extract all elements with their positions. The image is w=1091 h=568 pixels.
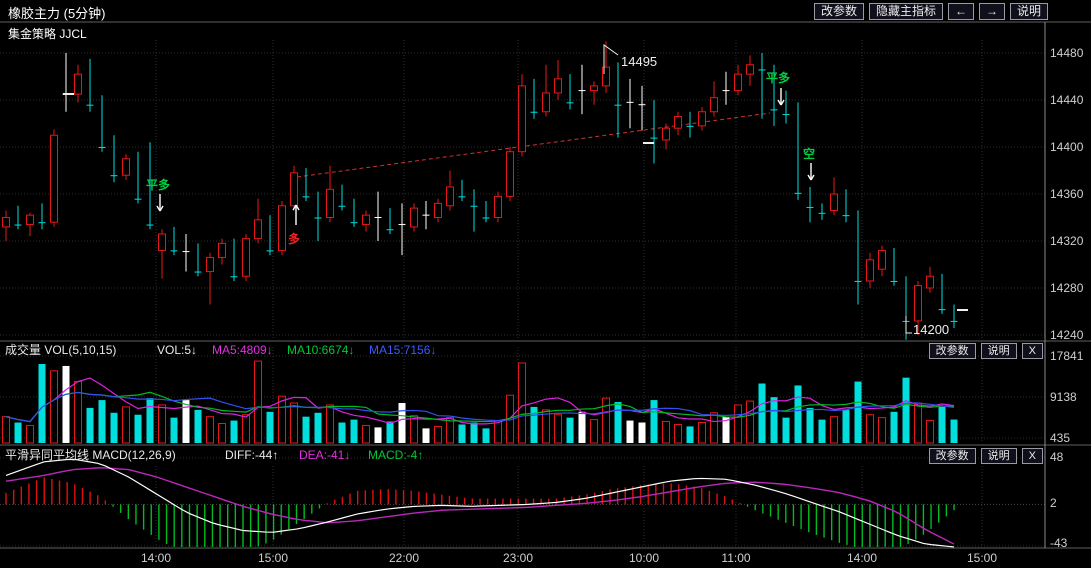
volume-panel-toolbar: 改参数 说明 X: [928, 343, 1043, 359]
price-axis-label: 14440: [1050, 93, 1084, 107]
time-axis-label: 15:00: [967, 551, 997, 565]
time-axis-label: 23:00: [503, 551, 533, 565]
volume-ma15-value: MA15:7156↓: [369, 343, 437, 357]
time-axis-label: 22:00: [389, 551, 419, 565]
page-title: 橡胶主力 (5分钟): [8, 6, 106, 21]
hide-main-indicator-button[interactable]: 隐藏主指标: [868, 3, 943, 20]
volume-ma10-value: MA10:6674↓: [287, 343, 355, 357]
volume-ma15-line: [5, 391, 955, 423]
macd-diff-line: [5, 458, 955, 548]
macd-panel-toolbar: 改参数 说明 X: [928, 448, 1043, 464]
macd-axis-label: 48: [1050, 450, 1064, 464]
macd-diff-value: DIFF:-44↑: [225, 448, 279, 462]
price-axis-label: 14320: [1050, 234, 1084, 248]
volume-axis-label: 17841: [1050, 349, 1084, 363]
price-axis-label: 14480: [1050, 46, 1084, 60]
macd-series: [5, 458, 955, 548]
prev-arrow-button[interactable]: ←: [947, 3, 974, 20]
macd-dea-line: [5, 467, 955, 545]
volume-close-button[interactable]: X: [1021, 343, 1043, 359]
price-axis-label: 14360: [1050, 187, 1084, 201]
price-marker-label: 14495: [621, 54, 657, 69]
macd-close-button[interactable]: X: [1021, 448, 1043, 464]
volume-indicator-label: 成交量 VOL(5,10,15): [5, 343, 117, 357]
price-pointer-line: [905, 316, 912, 334]
volume-current-value: VOL:5↓: [157, 343, 198, 357]
main-toolbar: 改参数 隐藏主指标 ← → 说明: [813, 3, 1048, 20]
macd-edit-params-button[interactable]: 改参数: [928, 448, 976, 464]
trade-signal-label: 空: [803, 146, 815, 161]
volume-axis-label: 9138: [1050, 390, 1077, 404]
edit-params-button[interactable]: 改参数: [813, 3, 864, 20]
macd-axis-label: -43: [1050, 536, 1068, 550]
macd-panel-header: 平滑异同平均线 MACD(12,26,9) DIFF:-44↑ DEA:-41↓…: [0, 447, 1091, 464]
trade-signal-label: 多: [288, 231, 300, 246]
macd-dea-value: DEA:-41↓: [299, 448, 351, 462]
price-pointer-line: [603, 44, 619, 74]
candlestick-series: [2, 41, 958, 340]
price-axis-label: 14280: [1050, 281, 1084, 295]
panel-separators: [0, 21, 1091, 549]
time-axis-label: 10:00: [629, 551, 659, 565]
macd-help-button[interactable]: 说明: [980, 448, 1017, 464]
macd-indicator-label: 平滑异同平均线 MACD(12,26,9): [5, 448, 176, 462]
volume-series: [2, 360, 958, 444]
macd-macd-value: MACD:-4↑: [368, 448, 424, 462]
volume-panel-header: 成交量 VOL(5,10,15) VOL:5↓ MA5:4809↓ MA10:6…: [0, 342, 1091, 359]
price-marker-label: 14200: [913, 322, 949, 337]
volume-edit-params-button[interactable]: 改参数: [928, 343, 976, 359]
macd-axis-label: 2: [1050, 496, 1057, 510]
title-bar: 橡胶主力 (5分钟) 改参数 隐藏主指标 ← → 说明: [0, 0, 1091, 22]
volume-help-button[interactable]: 说明: [980, 343, 1017, 359]
price-axis-label: 14240: [1050, 328, 1084, 342]
volume-ma10-line: [5, 391, 955, 423]
time-axis-label: 15:00: [258, 551, 288, 565]
time-axis-label: 14:00: [141, 551, 171, 565]
time-axis-label: 11:00: [721, 551, 750, 565]
price-axis-label: 14400: [1050, 140, 1084, 154]
axis-labels: 14480 14440 14400 14360 14320 14280 14240 17841…: [141, 46, 1084, 565]
trade-signal-label: 平多: [766, 70, 790, 85]
help-button[interactable]: 说明: [1009, 3, 1048, 20]
trendline: [296, 112, 771, 178]
volume-ma5-value: MA5:4809↓: [212, 343, 273, 357]
volume-axis-label: 435: [1050, 431, 1070, 445]
time-axis-label: 14:00: [847, 551, 877, 565]
trade-signal-label: 平多: [146, 177, 170, 192]
next-arrow-button[interactable]: →: [978, 3, 1005, 20]
strategy-subtitle: 集金策略 JJCL: [8, 27, 87, 41]
volume-ma5-line: [5, 377, 955, 425]
